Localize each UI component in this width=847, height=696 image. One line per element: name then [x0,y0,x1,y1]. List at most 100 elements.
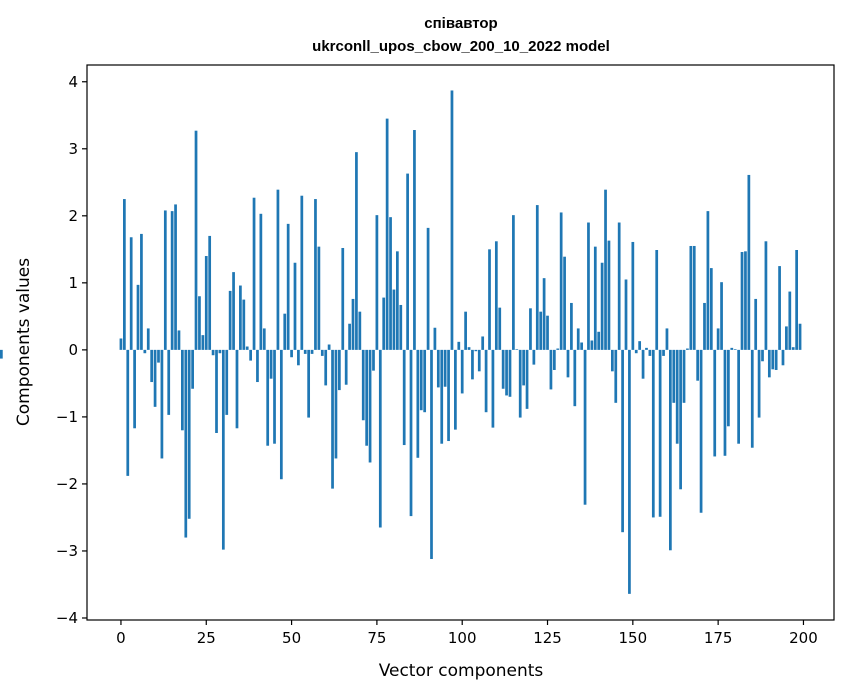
bar-160 [665,328,669,350]
bar-15 [170,211,174,350]
bar-35 [239,285,242,350]
bar-88 [419,349,423,411]
bar-108 [488,249,491,350]
bar-139 [593,246,597,350]
x-tick-label-175: 175 [704,629,733,647]
bar-94 [440,349,444,444]
y-axis-label: Components values [14,258,34,426]
bar-197 [791,347,795,350]
y-tick-label--1: −1 [56,408,78,426]
bar-55 [307,349,311,418]
bar-112 [501,349,505,389]
bar-78 [385,118,389,350]
bar-98 [454,349,457,430]
bar-series [0,90,802,594]
bar-177 [723,349,727,456]
bar-28 [215,349,218,433]
bar-144 [610,349,614,372]
bar-56 [310,349,314,354]
bar-27 [211,349,215,356]
bar-19 [184,349,188,538]
bar-23 [198,296,201,350]
bar-149 [628,349,631,594]
bar-53 [300,195,304,350]
bar-13 [163,210,167,350]
chart-title-line-2: ukrconll_upos_cbow_200_10_2022 model [312,38,610,55]
bar-156 [651,349,655,518]
bar-32 [228,290,232,350]
x-tick-label-75: 75 [367,629,386,647]
y-tick-label--2: −2 [56,475,78,493]
bar-63 [334,349,338,459]
bar-68 [351,298,355,350]
bar-132 [570,302,573,350]
bar-42 [262,328,266,350]
bar-107 [484,349,488,413]
x-tick-label-25: 25 [197,629,216,647]
bar-37 [245,346,249,350]
bar-69 [355,152,358,350]
bar-43 [266,349,270,446]
bar-14 [167,349,171,415]
bar-143 [607,240,611,350]
bar-1 [123,199,126,350]
bar-30 [221,349,225,550]
bar-31 [225,349,229,415]
bar-83 [402,349,406,446]
bar-20 [187,349,191,519]
bar-131 [566,349,570,378]
bar-93 [436,349,440,388]
bar-6 [140,233,143,350]
bar-12 [160,349,164,459]
bar-76 [378,349,382,528]
bar-145 [614,349,618,403]
bar-169 [696,349,700,381]
bar-171 [703,302,706,350]
bar-178 [727,349,730,427]
bar-105 [477,349,481,372]
bar-22 [194,130,198,350]
bar-44 [269,349,273,379]
bar-92 [433,327,437,350]
x-axis-label: Vector components [379,661,544,681]
bar-133 [573,349,577,407]
bar-125 [546,315,549,350]
bar-174 [713,349,717,457]
bar-72 [365,349,369,446]
bar-161 [669,349,672,551]
bar-170 [699,349,703,513]
bar-41 [259,213,263,350]
bar-51 [293,262,297,350]
bar-3 [129,237,133,350]
bar-52 [297,349,300,366]
bar-118 [522,349,525,386]
bar-120 [529,308,532,350]
bar-99 [457,341,461,350]
bar-129 [559,212,563,350]
bar-190 [767,349,771,378]
bar-79 [389,217,392,350]
y-tick-label-4: 4 [68,73,78,91]
bar-18 [181,349,184,431]
bar-58 [317,246,321,350]
bar-29 [218,349,222,354]
bar-100 [460,349,464,394]
bar-198 [795,250,798,350]
bar-185 [750,349,754,448]
x-tick-label-125: 125 [533,629,562,647]
bar-undefined [0,349,3,359]
bar-128 [556,348,560,350]
bar-81 [396,251,399,350]
bar-183 [744,251,747,350]
bar-153 [641,349,645,379]
bar-140 [597,331,601,350]
x-tick-label-100: 100 [448,629,477,647]
bar-95 [443,349,447,387]
bar-50 [290,349,293,358]
bar-46 [276,189,280,350]
bar-116 [515,349,519,350]
plot-frame [86,64,835,621]
bar-142 [604,189,607,350]
bar-70 [358,311,362,350]
bar-4 [133,349,136,429]
